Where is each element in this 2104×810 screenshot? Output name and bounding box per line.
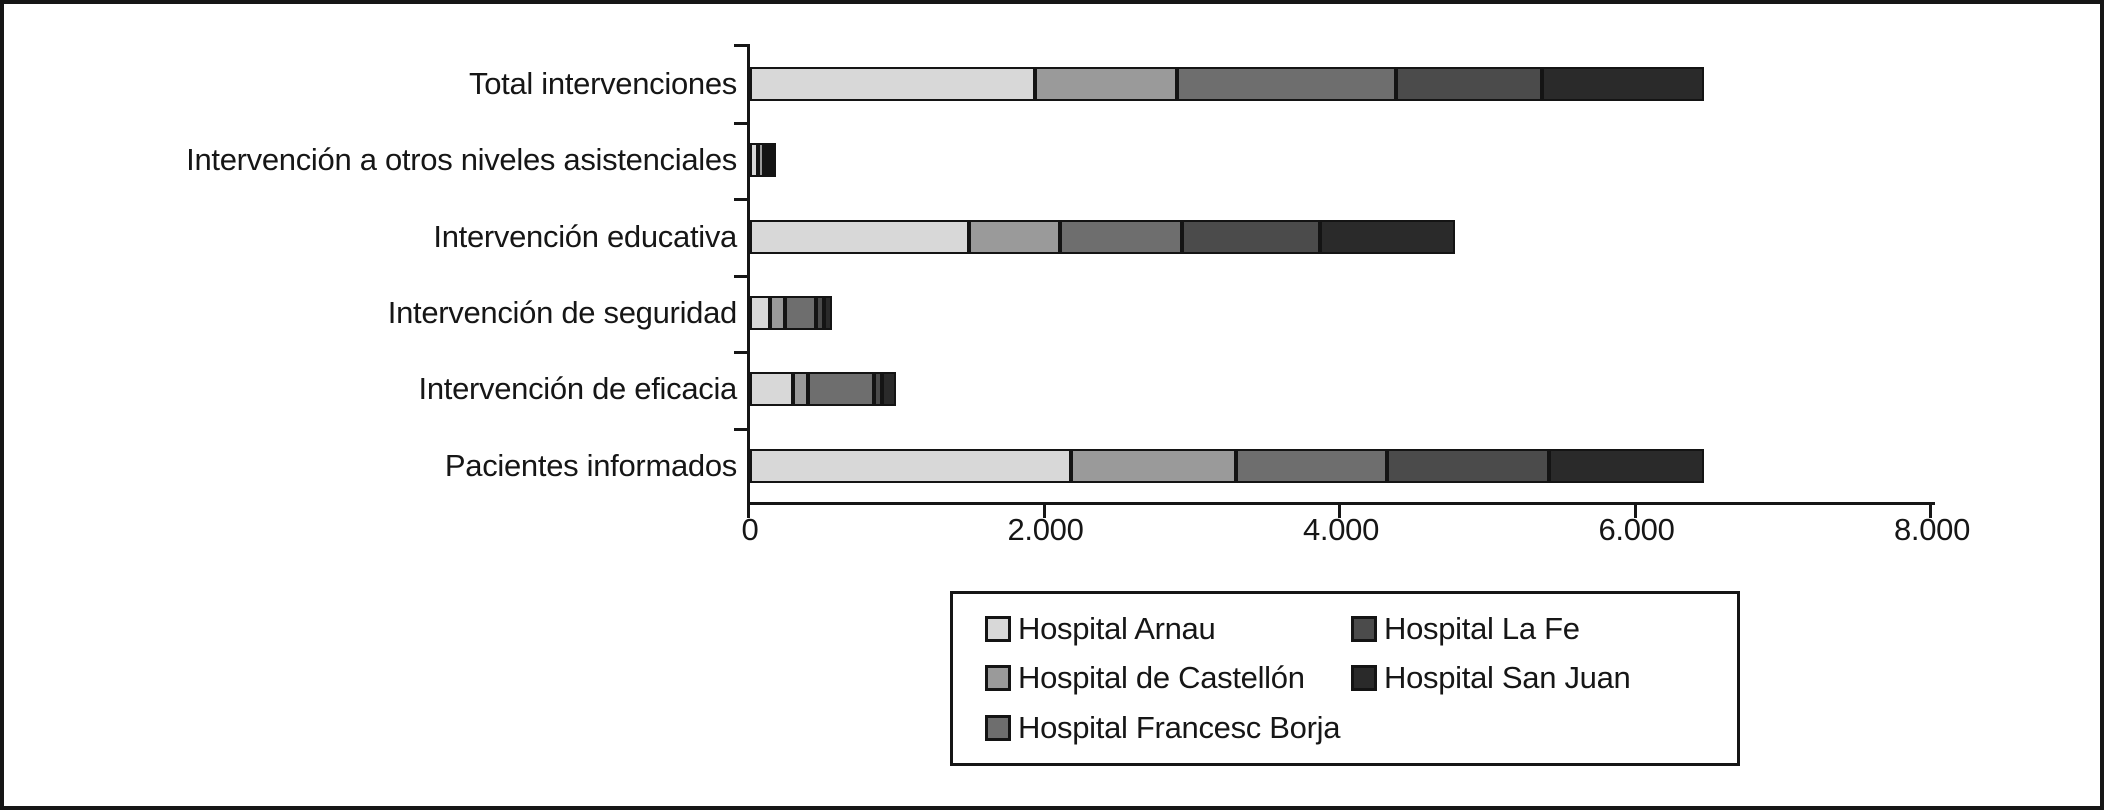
x-axis-tick [747, 505, 750, 518]
bar-segment [1182, 220, 1321, 254]
category-label: Total intervenciones [469, 66, 737, 101]
legend: Hospital Arnau Hospital de Castellón Hospi… [950, 591, 1740, 766]
y-axis-tick [734, 275, 747, 278]
legend-label: Hospital de Castellón [1018, 660, 1305, 696]
legend-item: Hospital Arnau [985, 604, 1351, 654]
x-axis-tick [1338, 505, 1341, 518]
y-axis-tick [734, 428, 747, 431]
legend-label: Hospital San Juan [1384, 660, 1631, 696]
bar-segment [750, 67, 1036, 101]
bar-segment [750, 220, 969, 254]
bar-segment [1176, 67, 1396, 101]
bar-segment [882, 372, 896, 406]
x-tick-label: 8.000 [1893, 512, 1971, 547]
bar-segment [764, 143, 769, 177]
x-tick-label: 2.000 [1007, 512, 1084, 547]
category-label: Intervención de eficacia [418, 371, 738, 406]
legend-swatch [985, 615, 1011, 642]
legend-swatch [985, 665, 1011, 692]
bar-row [750, 67, 1704, 101]
legend-item: Hospital San Juan [1351, 654, 1717, 704]
y-axis-tick [734, 351, 747, 354]
y-axis-tick [734, 44, 747, 47]
x-axis-tick [1042, 505, 1046, 518]
x-axis-tick [1929, 505, 1932, 518]
bar-segment [823, 296, 832, 330]
x-axis-tick [1633, 505, 1637, 518]
bar-segment [1236, 449, 1387, 483]
bar-row [750, 220, 1455, 254]
x-tick-label: 6.000 [1598, 512, 1675, 547]
legend-item: Hospital Francesc Borja [985, 703, 1351, 753]
bar-segment [1320, 220, 1455, 254]
bar-segment [1070, 449, 1237, 483]
bar-segment [750, 143, 759, 177]
bar-segment [968, 220, 1061, 254]
bar-segment [768, 143, 773, 177]
x-tick-label: 4.000 [1302, 512, 1380, 547]
bar-segment [784, 296, 816, 330]
bar-segment [792, 372, 808, 406]
bar-segment [1395, 67, 1542, 101]
bar-segment [815, 296, 824, 330]
bar-segment [750, 372, 793, 406]
bar-segment [758, 143, 765, 177]
category-label: Intervención educativa [433, 219, 737, 254]
y-axis-line [747, 44, 750, 505]
bar-row [750, 296, 832, 330]
bar-segment [1541, 67, 1704, 101]
y-axis-tick [734, 122, 747, 125]
legend-label: Hospital La Fe [1384, 610, 1580, 646]
legend-swatch [1351, 615, 1377, 642]
x-tick-label: 0 [741, 512, 759, 547]
bar-segment [750, 296, 770, 330]
category-label: Intervención de seguridad [387, 295, 738, 330]
category-label: Pacientes informados [444, 448, 737, 483]
bar-segment [1035, 67, 1177, 101]
legend-swatch [985, 715, 1011, 742]
bar-row [750, 143, 777, 177]
legend-swatch [1351, 665, 1377, 692]
legend-item: Hospital La Fe [1351, 604, 1717, 654]
bar-segment [750, 449, 1071, 483]
category-label: Intervención a otros niveles asistencial… [186, 142, 737, 177]
legend-item: Hospital de Castellón [985, 654, 1351, 704]
bar-segment [1549, 449, 1704, 483]
bar-segment [807, 372, 875, 406]
bar-segment [1386, 449, 1550, 483]
bar-row [750, 449, 1704, 483]
y-axis-tick [734, 198, 747, 201]
legend-label: Hospital Francesc Borja [1018, 710, 1341, 746]
legend-label: Hospital Arnau [1018, 610, 1216, 646]
x-axis-line [747, 502, 1935, 505]
bar-row [750, 372, 896, 406]
bar-segment [772, 143, 777, 177]
bar-segment [769, 296, 785, 330]
bar-segment [874, 372, 883, 406]
bar-segment [1060, 220, 1183, 254]
